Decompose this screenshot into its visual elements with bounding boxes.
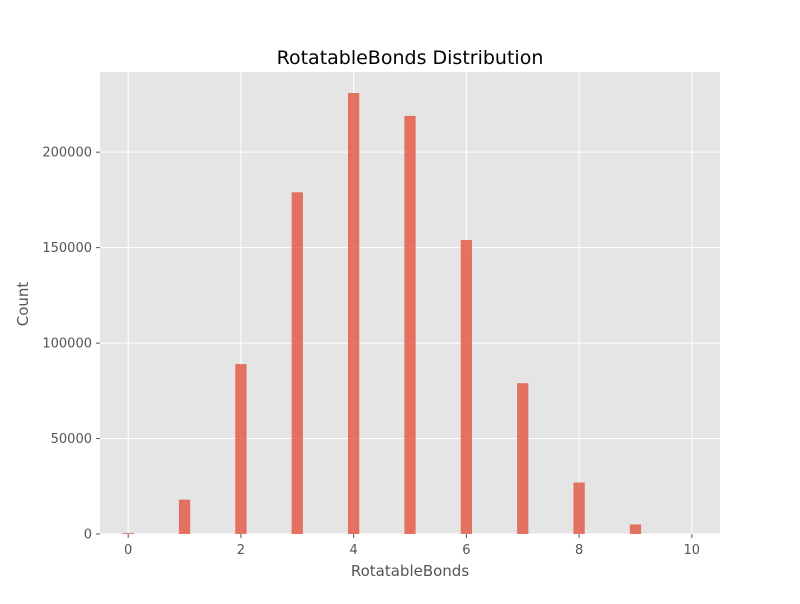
x-tick-label: 6	[462, 543, 470, 558]
x-tick-label: 8	[575, 543, 583, 558]
histogram-bar-4	[348, 93, 360, 534]
histogram-bar-7	[517, 383, 529, 534]
y-tick-label: 150000	[42, 241, 92, 256]
y-tick-label: 100000	[42, 337, 92, 352]
x-tick-label: 0	[124, 543, 132, 558]
histogram-bar-3	[291, 192, 303, 535]
histogram-bar-8	[573, 482, 585, 534]
y-tick-label: 200000	[42, 146, 92, 161]
x-tick-label: 4	[349, 543, 357, 558]
x-axis-label: RotatableBonds	[351, 562, 469, 580]
ticks-group: 0 2 4 6 8 10 0 50000 100000 150000 200000	[42, 146, 700, 558]
y-axis-label: Count	[14, 282, 32, 327]
y-tick-label: 50000	[51, 432, 92, 447]
chart-title: RotatableBonds Distribution	[277, 47, 544, 69]
histogram-bar-5	[404, 115, 416, 534]
x-tick-label: 2	[237, 543, 245, 558]
bars-group	[122, 93, 642, 535]
histogram-bar-0	[122, 533, 134, 534]
y-tick-label: 0	[84, 528, 92, 543]
histogram-bar-1	[178, 499, 191, 534]
histogram-bar-9	[629, 524, 642, 534]
histogram-bar-2	[235, 364, 247, 534]
x-tick-label: 10	[684, 543, 701, 558]
histogram-bar-6	[460, 240, 472, 534]
